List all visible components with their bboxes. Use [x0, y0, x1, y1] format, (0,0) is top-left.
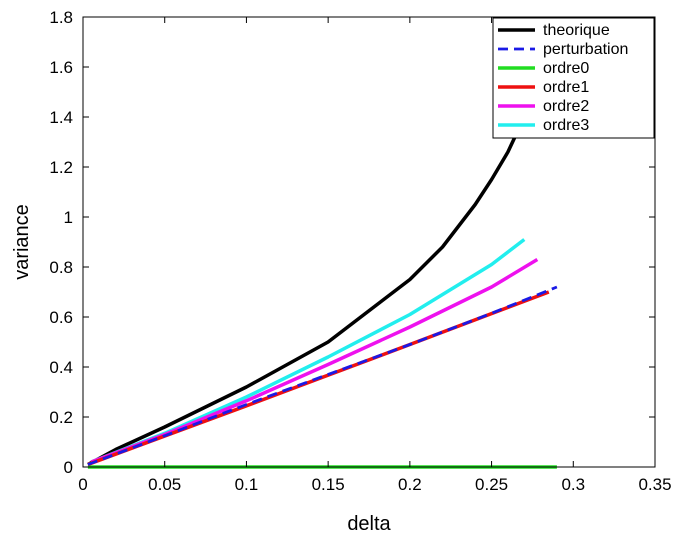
y-tick-label: 0.4 [49, 358, 73, 377]
y-tick-label: 1 [64, 208, 73, 227]
legend: theorique perturbation ordre0 ordre1 ordre2 o… [492, 17, 655, 139]
y-axis-label: variance [11, 204, 33, 280]
legend-label-perturbation: perturbation [543, 41, 628, 58]
ticks-layer: 0 0.05 0.1 0.15 0.2 0.25 0.3 0.35 0 0.2 0.4 0.6 0.8 1… [49, 8, 671, 494]
series-line-perturbation [87, 285, 558, 466]
x-tick-label: 0.1 [235, 475, 259, 494]
y-tick-label: 0 [64, 458, 73, 477]
y-tick-label: 1.8 [49, 8, 73, 27]
x-tick-label: 0.35 [638, 475, 671, 494]
y-tick-label: 0.6 [49, 308, 73, 327]
y-tick-label: 0.2 [49, 408, 73, 427]
x-tick-label: 0.25 [475, 475, 508, 494]
legend-label-ordre1: ordre1 [543, 79, 589, 96]
legend-label-theorique: theorique [543, 22, 610, 39]
y-tick-label: 1.2 [49, 158, 73, 177]
y-tick-label: 1.4 [49, 108, 73, 127]
x-tick-label: 0.05 [148, 475, 181, 494]
y-tick-label: 0.8 [49, 258, 73, 277]
x-tick-label: 0.3 [561, 475, 585, 494]
x-tick-label: 0.2 [398, 475, 422, 494]
y-tick-label: 1.6 [49, 58, 73, 77]
x-tick-label: 0 [78, 475, 87, 494]
legend-label-ordre0: ordre0 [543, 60, 589, 77]
legend-box [492, 17, 655, 139]
plot-frame [82, 16, 656, 468]
series-line-theorique [87, 76, 543, 467]
x-tick-label: 0.15 [312, 475, 345, 494]
legend-label-ordre2: ordre2 [543, 98, 589, 115]
x-axis-label: delta [347, 513, 391, 535]
legend-label-ordre3: ordre3 [543, 117, 589, 134]
